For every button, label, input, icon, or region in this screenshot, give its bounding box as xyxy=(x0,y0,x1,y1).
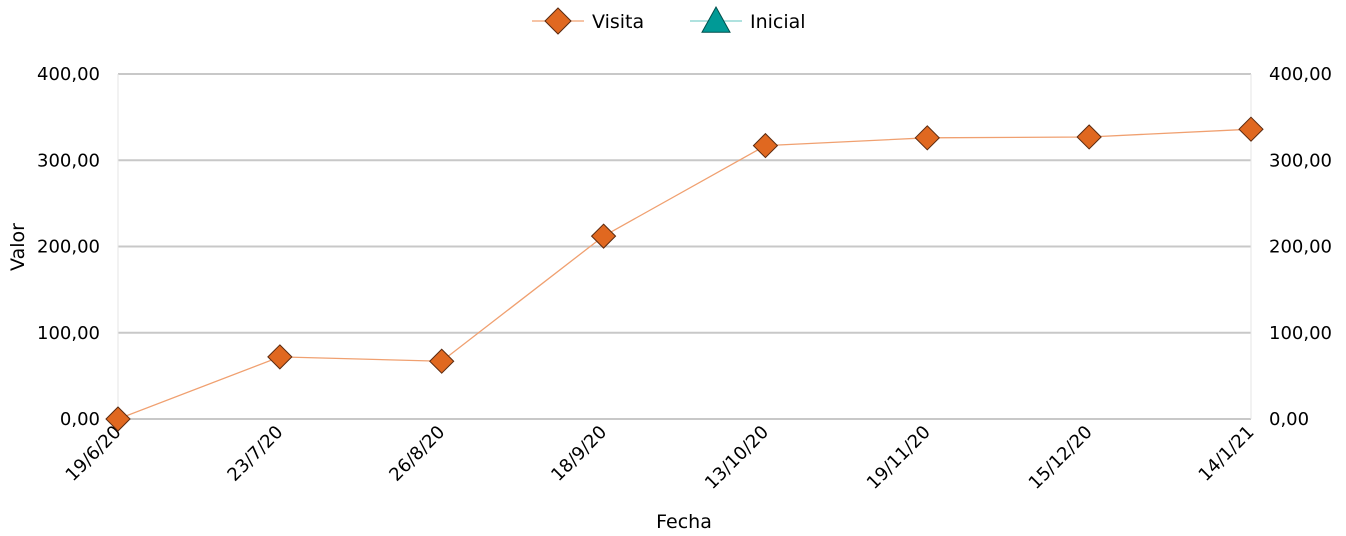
x-tick-label: 19/11/20 xyxy=(863,422,935,494)
data-point[interactable] xyxy=(105,406,131,432)
legend-marker-triangle xyxy=(701,5,731,33)
x-tick-label: 13/10/20 xyxy=(701,422,773,494)
y-axis-title: Valor xyxy=(7,223,29,271)
y-axis-right: 0,00 100,00 200,00 300,00 400,00 xyxy=(1269,64,1332,430)
series-layer xyxy=(105,116,1264,432)
legend: Visita Inicial xyxy=(532,5,806,35)
x-axis-title: Fecha xyxy=(656,511,712,533)
grid xyxy=(117,73,1252,420)
data-point[interactable] xyxy=(1076,124,1102,150)
x-tick-label: 26/8/20 xyxy=(385,422,449,486)
legend-label: Inicial xyxy=(750,11,806,33)
series-line-visita xyxy=(117,128,1252,420)
data-point[interactable] xyxy=(267,344,293,370)
y-tick-label-right: 200,00 xyxy=(1269,237,1332,258)
y-tick-label-left: 300,00 xyxy=(37,150,100,171)
y-tick-label-right: 100,00 xyxy=(1269,323,1332,344)
data-point[interactable] xyxy=(752,132,779,159)
x-tick-label: 18/9/20 xyxy=(547,422,611,486)
x-tick-label: 23/7/20 xyxy=(223,422,287,486)
legend-label: Visita xyxy=(592,11,644,33)
data-point[interactable] xyxy=(914,125,940,151)
data-point[interactable] xyxy=(429,348,455,374)
legend-marker-diamond xyxy=(544,7,572,35)
data-point[interactable] xyxy=(590,223,617,249)
y-tick-label-left: 100,00 xyxy=(37,323,100,344)
y-axis-left: 0,00 100,00 200,00 300,00 400,00 xyxy=(37,64,100,430)
y-tick-label-right: 0,00 xyxy=(1269,409,1309,430)
x-axis: 19/6/20 23/7/20 26/8/20 18/9/20 13/10/20 19/1… xyxy=(62,422,1259,494)
y-tick-label-left: 400,00 xyxy=(37,64,100,85)
y-tick-label-right: 400,00 xyxy=(1269,64,1332,85)
y-tick-label-left: 200,00 xyxy=(37,237,100,258)
y-tick-label-left: 0,00 xyxy=(60,409,100,430)
data-point[interactable] xyxy=(1238,116,1264,142)
x-tick-label: 14/1/21 xyxy=(1195,422,1259,486)
y-tick-label-right: 300,00 xyxy=(1269,150,1332,171)
x-tick-label: 15/12/20 xyxy=(1025,422,1097,494)
x-tick-label: 19/6/20 xyxy=(62,422,126,486)
